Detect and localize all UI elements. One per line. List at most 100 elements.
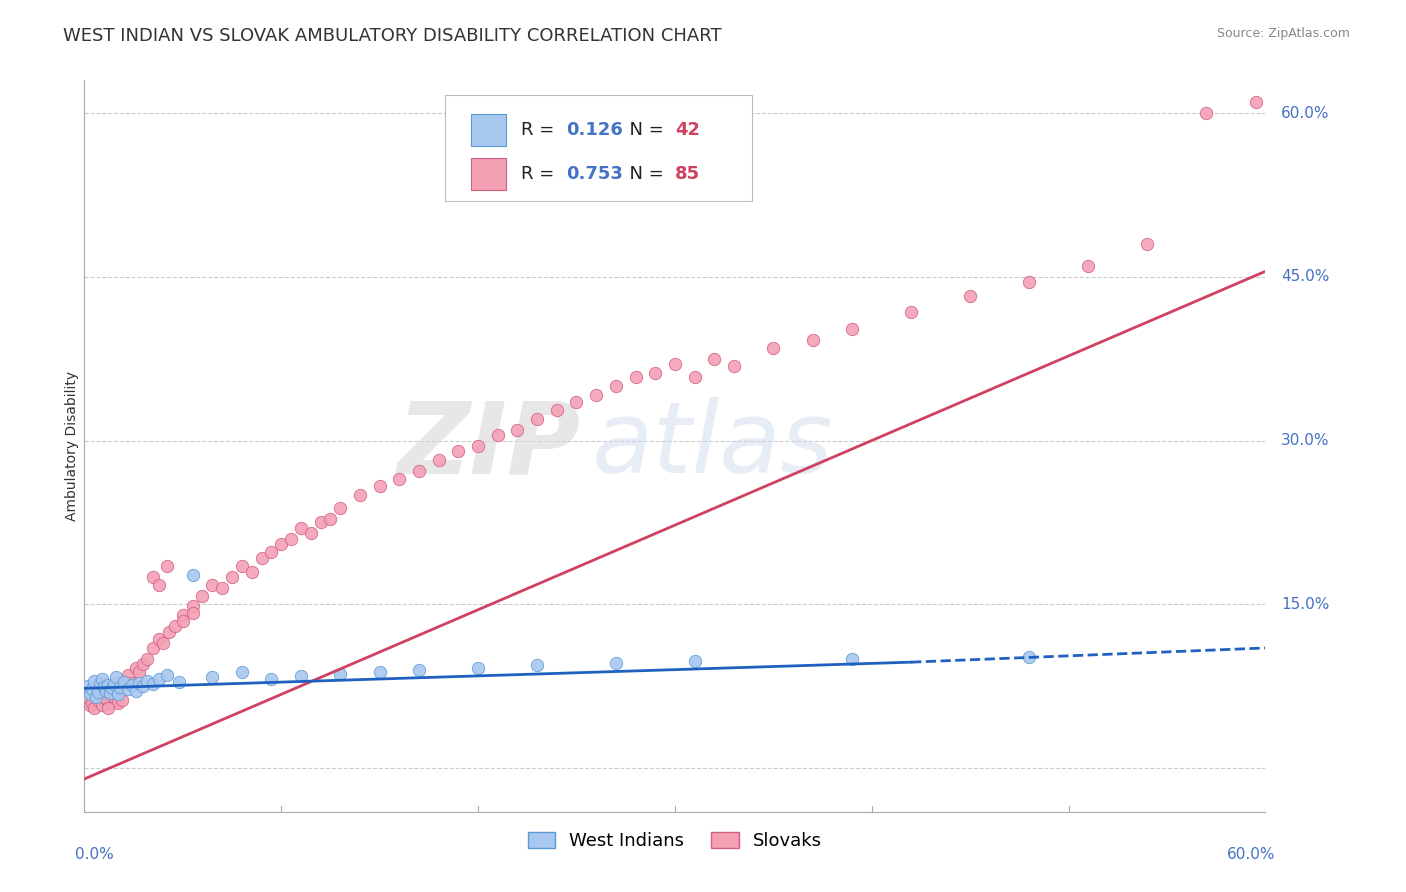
Point xyxy=(128,676,150,690)
Point xyxy=(91,698,114,712)
Point xyxy=(605,657,627,671)
Point xyxy=(112,673,135,688)
Point xyxy=(98,696,121,710)
Text: Source: ZipAtlas.com: Source: ZipAtlas.com xyxy=(1216,27,1350,40)
Point xyxy=(93,680,115,694)
Point xyxy=(900,304,922,318)
Point xyxy=(124,660,146,674)
Point xyxy=(959,289,981,303)
Point xyxy=(309,516,332,530)
Point xyxy=(108,680,131,694)
Point xyxy=(121,676,143,690)
Point xyxy=(84,684,107,698)
Point xyxy=(703,351,725,366)
Point xyxy=(101,687,124,701)
Point xyxy=(1018,649,1040,664)
Text: 60.0%: 60.0% xyxy=(1281,105,1330,120)
Text: 60.0%: 60.0% xyxy=(1227,847,1275,862)
Point xyxy=(117,668,139,682)
Point xyxy=(1195,106,1218,120)
Point xyxy=(801,333,824,347)
Point xyxy=(486,428,509,442)
Point xyxy=(132,679,155,693)
Point xyxy=(841,652,863,666)
Point xyxy=(605,379,627,393)
Point xyxy=(148,672,170,686)
Point xyxy=(221,570,243,584)
Text: 0.0%: 0.0% xyxy=(75,847,114,862)
Point xyxy=(89,682,111,697)
Point xyxy=(111,693,134,707)
Point xyxy=(82,696,104,710)
Point xyxy=(447,444,470,458)
Point xyxy=(624,370,647,384)
Point xyxy=(1018,275,1040,289)
Point xyxy=(250,551,273,566)
Point xyxy=(181,567,204,582)
Point xyxy=(585,387,607,401)
Point xyxy=(349,488,371,502)
Point xyxy=(526,658,548,673)
Point xyxy=(136,673,159,688)
Point xyxy=(148,577,170,591)
Text: 0.753: 0.753 xyxy=(567,164,623,183)
Point xyxy=(319,512,342,526)
Legend: West Indians, Slovaks: West Indians, Slovaks xyxy=(520,825,830,857)
Point xyxy=(98,686,121,700)
Point xyxy=(240,565,263,579)
Point xyxy=(93,679,115,693)
Point xyxy=(121,678,143,692)
Point xyxy=(87,693,110,707)
Point xyxy=(156,668,179,682)
Point xyxy=(82,682,104,697)
Point xyxy=(157,624,180,639)
Point xyxy=(91,672,114,686)
Point xyxy=(87,684,110,698)
Point xyxy=(762,341,785,355)
Point xyxy=(201,670,224,684)
Point xyxy=(77,679,100,693)
Text: N =: N = xyxy=(619,164,669,183)
Point xyxy=(683,654,706,668)
Text: 0.126: 0.126 xyxy=(567,120,623,138)
Point xyxy=(467,439,489,453)
Point xyxy=(427,453,450,467)
Point xyxy=(1077,259,1099,273)
Point xyxy=(181,606,204,620)
Point xyxy=(104,676,127,690)
Point xyxy=(280,532,302,546)
Point xyxy=(683,370,706,384)
Point xyxy=(83,673,105,688)
Point xyxy=(79,698,101,712)
Point xyxy=(103,690,125,704)
Point xyxy=(290,669,312,683)
Y-axis label: Ambulatory Disability: Ambulatory Disability xyxy=(65,371,79,521)
Point xyxy=(89,676,111,690)
Point xyxy=(117,682,139,697)
Point xyxy=(290,521,312,535)
Point xyxy=(1136,237,1159,252)
Point xyxy=(77,690,100,704)
Point xyxy=(128,665,150,679)
Point xyxy=(644,366,666,380)
Text: R =: R = xyxy=(522,164,561,183)
Point xyxy=(83,701,105,715)
Point xyxy=(142,640,165,655)
Point xyxy=(231,665,253,679)
Point xyxy=(142,570,165,584)
Point xyxy=(124,683,146,698)
Point xyxy=(107,696,129,710)
Point xyxy=(388,472,411,486)
Point xyxy=(368,665,391,679)
Point xyxy=(181,599,204,614)
Point xyxy=(97,701,120,715)
Point xyxy=(172,608,194,623)
Point xyxy=(299,526,322,541)
Point xyxy=(565,395,588,409)
Point xyxy=(408,464,430,478)
Point xyxy=(107,687,129,701)
Text: 15.0%: 15.0% xyxy=(1281,597,1330,612)
FancyBboxPatch shape xyxy=(471,158,506,189)
Point xyxy=(156,559,179,574)
Point xyxy=(152,635,174,649)
